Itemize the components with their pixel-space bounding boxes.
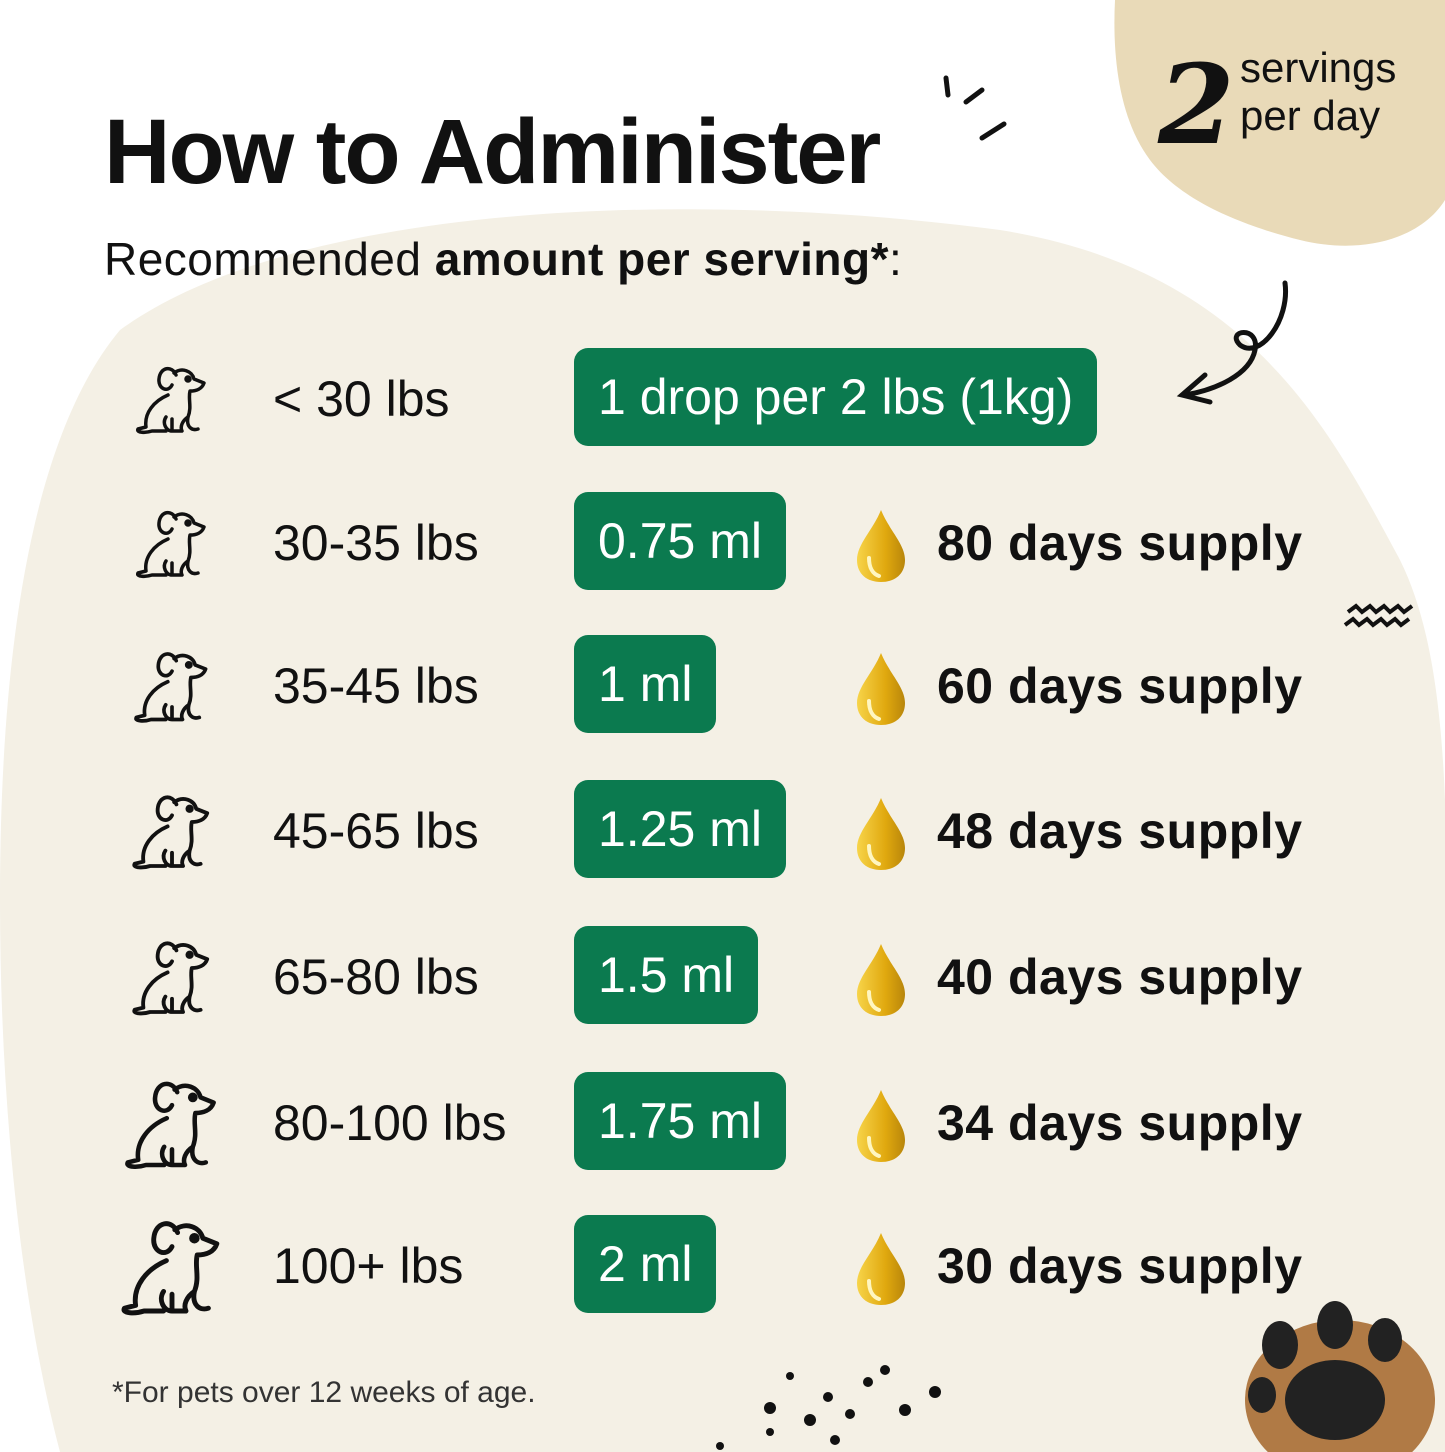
dose-badge: 2 ml bbox=[574, 1215, 717, 1313]
oil-drop-icon bbox=[855, 1088, 907, 1169]
dosage-row: 80-100 lbs 1.75 ml 34 days supply bbox=[0, 1072, 1445, 1172]
dosage-row: < 30 lbs 1 drop per 2 lbs (1kg) bbox=[0, 348, 1445, 448]
dog-icon bbox=[128, 935, 216, 1023]
dose-badge: 1.5 ml bbox=[574, 926, 759, 1024]
days-supply: 60 days supply bbox=[937, 658, 1303, 714]
weight-range: 100+ lbs bbox=[273, 1238, 464, 1294]
dose-badge: 1 drop per 2 lbs (1kg) bbox=[574, 348, 1098, 446]
oil-drop-icon bbox=[855, 796, 907, 877]
days-supply: 34 days supply bbox=[937, 1095, 1303, 1151]
dose-badge: 1 ml bbox=[574, 635, 717, 733]
dosage-row: 65-80 lbs 1.5 ml 40 days supply bbox=[0, 926, 1445, 1026]
oil-drop-icon bbox=[855, 651, 907, 732]
weight-range: 80-100 lbs bbox=[273, 1095, 507, 1151]
dosage-row: 45-65 lbs 1.25 ml 48 days supply bbox=[0, 780, 1445, 880]
oil-drop-icon bbox=[855, 942, 907, 1023]
oil-drop-icon bbox=[855, 1231, 907, 1312]
page-title: How to Administer bbox=[104, 101, 881, 203]
curly-arrow-icon bbox=[1176, 280, 1289, 405]
servings-badge: servings per day bbox=[1240, 44, 1397, 139]
servings-number: 2 bbox=[1158, 40, 1235, 169]
dog-icon bbox=[130, 646, 214, 730]
dose-badge: 1.25 ml bbox=[574, 780, 786, 878]
dog-icon bbox=[132, 361, 212, 441]
dosage-row: 100+ lbs 2 ml 30 days supply bbox=[0, 1215, 1445, 1316]
dosage-row: 35-45 lbs 1 ml 60 days supply bbox=[0, 635, 1445, 735]
days-supply: 80 days supply bbox=[937, 515, 1303, 571]
dog-icon bbox=[116, 1213, 228, 1323]
tan-blob bbox=[1114, 0, 1445, 246]
paw-print-image bbox=[1245, 1301, 1435, 1452]
dose-badge: 0.75 ml bbox=[574, 492, 786, 590]
oil-drop-icon bbox=[855, 508, 907, 589]
dog-icon bbox=[132, 505, 212, 585]
days-supply: 40 days supply bbox=[937, 949, 1303, 1005]
page-subtitle: Recommended amount per serving*: bbox=[104, 233, 903, 285]
squiggle-icon bbox=[1343, 603, 1414, 628]
weight-range: 45-65 lbs bbox=[273, 803, 479, 859]
weight-range: 30-35 lbs bbox=[273, 515, 479, 571]
days-supply: 48 days supply bbox=[937, 803, 1303, 859]
scattered-dots bbox=[716, 1365, 941, 1450]
dosage-row: 30-35 lbs 0.75 ml 80 days supply bbox=[0, 492, 1445, 592]
weight-range: < 30 lbs bbox=[273, 371, 450, 427]
days-supply: 30 days supply bbox=[937, 1238, 1303, 1294]
dog-icon bbox=[128, 789, 216, 877]
dog-icon bbox=[120, 1074, 224, 1177]
doodle-lines-icon bbox=[943, 75, 1007, 141]
weight-range: 35-45 lbs bbox=[273, 658, 479, 714]
dose-badge: 1.75 ml bbox=[574, 1072, 786, 1170]
weight-range: 65-80 lbs bbox=[273, 949, 479, 1005]
footnote: *For pets over 12 weeks of age. bbox=[112, 1376, 536, 1409]
